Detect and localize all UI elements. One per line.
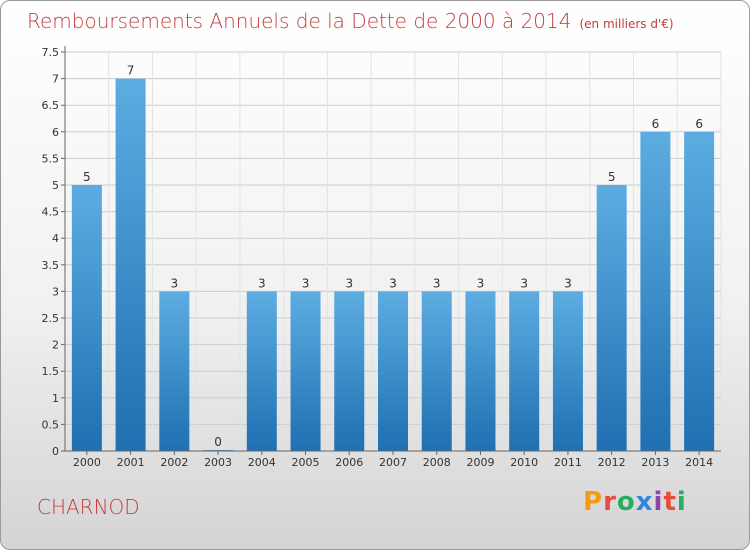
- y-tick-label: 1.5: [42, 365, 60, 378]
- x-tick-label: 2012: [598, 456, 626, 469]
- y-tick-label: 5: [52, 179, 59, 192]
- bar-2012[interactable]: [596, 185, 627, 451]
- x-tick-label: 2005: [292, 456, 320, 469]
- x-tick-label: 2002: [160, 456, 188, 469]
- bars: 5 7 3 0 3 3 3 3 3 3 3 3 5 6 6: [71, 64, 715, 452]
- y-tick-label: 3: [52, 285, 59, 298]
- x-tick-label: 2007: [379, 456, 407, 469]
- y-tick-label: 6: [52, 126, 59, 139]
- data-label: 3: [520, 276, 528, 290]
- y-tick-label: 7.5: [42, 46, 60, 59]
- y-tick-label: 6.5: [42, 99, 60, 112]
- y-tick-label: 3.5: [42, 259, 60, 272]
- data-label: 3: [258, 276, 266, 290]
- x-tick-label: 2011: [554, 456, 582, 469]
- brand-letter: P: [583, 487, 604, 517]
- data-label: 3: [302, 276, 310, 290]
- x-tick-label: 2010: [510, 456, 538, 469]
- bar-2010[interactable]: [509, 291, 540, 451]
- y-tick-label: 7: [52, 73, 59, 86]
- brand-letter: o: [616, 487, 636, 517]
- bar-2007[interactable]: [378, 291, 408, 451]
- x-tick-label: 2014: [685, 456, 713, 469]
- bar-2001[interactable]: [115, 78, 146, 451]
- data-label: 3: [477, 276, 485, 290]
- bar-2009[interactable]: [465, 291, 496, 451]
- data-label: 3: [564, 276, 572, 290]
- data-label: 6: [695, 117, 703, 131]
- y-tick-label: 0: [52, 445, 59, 458]
- bar-2000[interactable]: [71, 185, 102, 451]
- data-label: 5: [83, 170, 91, 184]
- proxiti-logo[interactable]: Proxiti: [583, 487, 687, 517]
- bar-2013[interactable]: [640, 131, 671, 452]
- chart-title-main: Remboursements Annuels de la Dette de 20…: [27, 9, 572, 33]
- data-label: 3: [389, 276, 397, 290]
- brand-letter: i: [653, 487, 664, 517]
- bar-2014[interactable]: [684, 131, 715, 452]
- x-tick-label: 2008: [423, 456, 451, 469]
- data-label: 3: [433, 276, 441, 290]
- x-tick-label: 2003: [204, 456, 232, 469]
- bar-2004[interactable]: [246, 291, 277, 451]
- data-label: 6: [652, 117, 660, 131]
- brand-letter: t: [663, 487, 677, 517]
- bar-2002[interactable]: [159, 291, 190, 451]
- x-tick-label: 2000: [73, 456, 101, 469]
- data-label: 5: [608, 170, 616, 184]
- y-tick-label: 4: [52, 232, 59, 245]
- y-tick-label: 1: [52, 392, 59, 405]
- data-label: 3: [171, 276, 179, 290]
- bar-2005[interactable]: [290, 291, 321, 451]
- y-tick-label: 2: [52, 339, 59, 352]
- brand-letter: r: [603, 487, 617, 517]
- brand-letter: i: [676, 487, 687, 517]
- x-tick-label: 2001: [117, 456, 145, 469]
- y-tick-label: 4.5: [42, 206, 60, 219]
- y-tick-label: 0.5: [42, 418, 60, 431]
- x-tick-label: 2004: [248, 456, 276, 469]
- x-tick-label: 2013: [641, 456, 669, 469]
- chart-unit: (en milliers d'€): [579, 17, 674, 31]
- brand-letter: x: [635, 487, 654, 517]
- bar-2006[interactable]: [334, 291, 365, 451]
- x-tick-label: 2006: [335, 456, 363, 469]
- x-tick-label: 2009: [466, 456, 494, 469]
- data-label: 0: [214, 435, 222, 449]
- chart-title: Remboursements Annuels de la Dette de 20…: [27, 9, 674, 33]
- commune-name: CHARNOD: [37, 495, 140, 519]
- bar-2008[interactable]: [421, 291, 452, 451]
- bar-2011[interactable]: [552, 291, 583, 451]
- data-label: 3: [345, 276, 353, 290]
- data-label: 7: [127, 64, 135, 78]
- axes: 0 0.5 1 1.5 2 2.5 3 3.5 4 4.5 5 5.5 6 6.5 7 7.5 2000 2001…: [42, 46, 721, 469]
- y-tick-label: 5.5: [42, 152, 60, 165]
- y-tick-label: 2.5: [42, 312, 60, 325]
